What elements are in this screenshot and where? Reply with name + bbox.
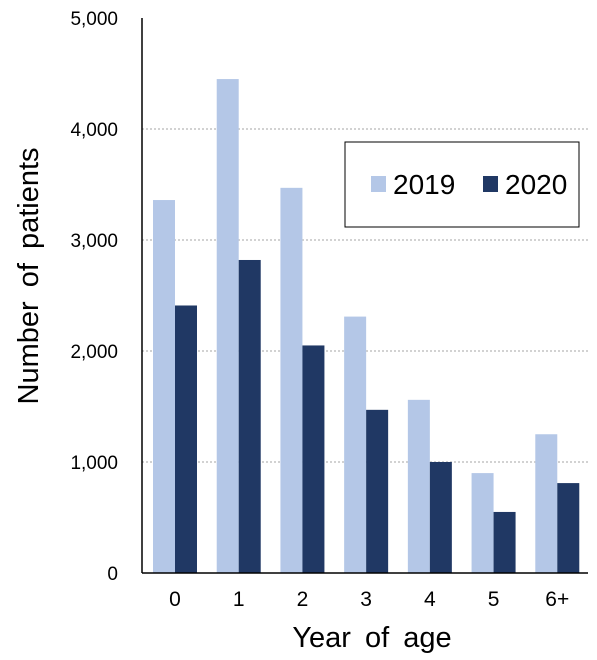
x-tick-label: 4	[424, 588, 436, 611]
bar-2019-0	[153, 200, 175, 574]
bar-2019-4	[407, 399, 430, 573]
legend-swatch-2020	[483, 176, 498, 192]
y-tick-label: 5,000	[70, 9, 118, 30]
x-tick-label: 2	[297, 588, 309, 611]
bar-2019-1	[216, 79, 239, 574]
bar-2020-1	[238, 259, 261, 573]
bar-2020-5	[493, 511, 516, 573]
bar-2020-3	[366, 409, 389, 573]
bar-2019-2	[280, 187, 303, 573]
y-tick-label: 3,000	[70, 231, 118, 252]
y-axis-title: Number of patients	[13, 147, 45, 404]
bar-2020-4	[429, 462, 452, 573]
bar-2019-3	[344, 316, 367, 573]
bar-2019-5	[471, 473, 494, 573]
y-tick-label: 2,000	[70, 342, 118, 363]
y-tick-label: 4,000	[70, 120, 118, 141]
y-tick-label: 0	[107, 564, 118, 585]
x-tick-label: 3	[360, 588, 372, 611]
y-tick-labels: 0 1,000 2,000 3,000 4,000 5,000	[70, 9, 118, 585]
x-tick-label: 6+	[545, 588, 569, 611]
legend-label-2019: 2019	[393, 169, 455, 200]
legend-label-2020: 2020	[505, 169, 567, 200]
bar-2020-2	[302, 345, 325, 573]
x-axis-title: Year of age	[292, 622, 451, 654]
x-tick-label: 1	[233, 588, 245, 611]
bars	[153, 79, 580, 574]
bar-2019-6+	[535, 434, 558, 573]
legend-swatch-2019	[371, 176, 386, 192]
legend: 2019 2020	[344, 141, 580, 228]
x-tick-label: 5	[488, 588, 500, 611]
x-tick-label: 0	[169, 588, 181, 611]
bar-2020-6+	[557, 483, 580, 573]
x-tick-labels: 0 1 2 3 4 5 6+	[169, 588, 569, 611]
bar-2020-0	[175, 305, 197, 573]
y-tick-label: 1,000	[70, 453, 118, 474]
